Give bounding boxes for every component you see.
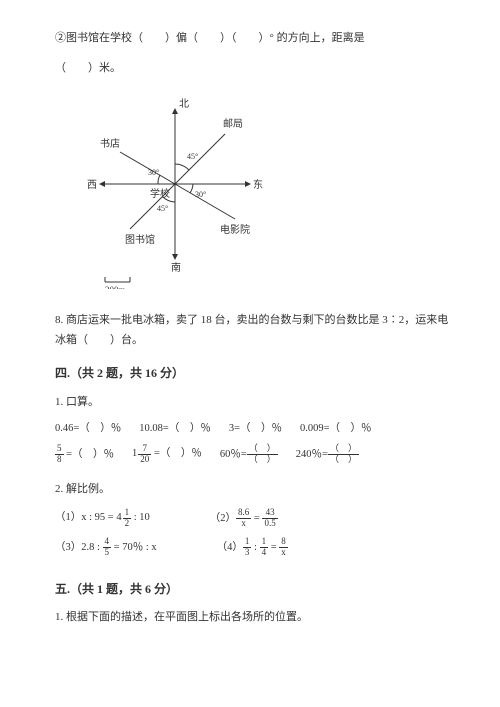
angle-45-sw: 45°: [157, 204, 168, 213]
label-east: 东: [253, 178, 263, 191]
prop-4: （4）13 : 14 = 8x: [217, 537, 288, 558]
angle-30-se: 30°: [195, 190, 206, 199]
label-west: 西: [87, 180, 97, 191]
q8-text: 8. 商店运来一批电冰箱，卖了 18 台，卖出的台数与剩下的台数比是 3∶2，运…: [55, 311, 450, 351]
sec4-q2-label: 2. 解比例。: [55, 481, 450, 499]
calc-r2c3: 60％=（ ）（ ）: [220, 444, 278, 465]
label-library: 图书馆: [125, 233, 155, 246]
calc-r2c2: 1720 =（ ）％: [132, 444, 202, 465]
calc-r1c3: 3=（ ）％: [229, 421, 282, 438]
angle-45-ne: 45°: [187, 152, 198, 161]
q2-library-line2: （ ）米。: [55, 60, 450, 78]
label-post-office: 邮局: [223, 117, 243, 130]
calc-r1c2: 10.08=（ ）％: [139, 421, 211, 438]
calc-r2c4: 240％=（ ）（ ）: [296, 444, 359, 465]
prop-1: （1）x : 95 = 412 : 10: [55, 508, 150, 529]
prop-3: （3）2.8 : 45 = 70％ : x: [55, 537, 157, 558]
label-cinema: 电影院: [220, 223, 250, 236]
mental-calc-row2: 58 =（ ）％ 1720 =（ ）％ 60％=（ ）（ ） 240％=（ ）（…: [55, 444, 450, 465]
compass-diagram: 北 南 东 西 邮局 书店 学校 图书馆 电影院 45° 30° 45° 30°…: [75, 89, 450, 296]
calc-r1c1: 0.46=（ ）％: [55, 421, 121, 438]
label-north: 北: [179, 98, 189, 110]
proportion-row1: （1）x : 95 = 412 : 10 （2）8.6x = 430.5: [55, 508, 450, 529]
calc-r2c1: 58 =（ ）％: [55, 444, 114, 465]
angle-30-nw: 30°: [148, 168, 159, 177]
q2-library-line1: ②图书馆在学校（ ）偏（ ）（ ）° 的方向上，距离是: [55, 30, 450, 48]
sec5-q1-label: 1. 根据下面的描述，在平面图上标出各场所的位置。: [55, 609, 450, 627]
sec4-q1-label: 1. 口算。: [55, 394, 450, 412]
scale-label: 200m: [105, 285, 126, 289]
calc-r1c4: 0.009=（ ）％: [300, 421, 372, 438]
section-4-heading: 四.（共 2 题，共 16 分）: [55, 364, 450, 383]
section-5-heading: 五.（共 1 题，共 6 分）: [55, 580, 450, 599]
proportion-row2: （3）2.8 : 45 = 70％ : x （4）13 : 14 = 8x: [55, 537, 450, 558]
mental-calc-row1: 0.46=（ ）％ 10.08=（ ）％ 3=（ ）％ 0.009=（ ）％: [55, 421, 450, 438]
label-south: 南: [171, 261, 181, 274]
label-bookstore: 书店: [100, 137, 120, 150]
prop-2: （2）8.6x = 430.5: [210, 508, 278, 529]
label-school: 学校: [150, 187, 170, 200]
